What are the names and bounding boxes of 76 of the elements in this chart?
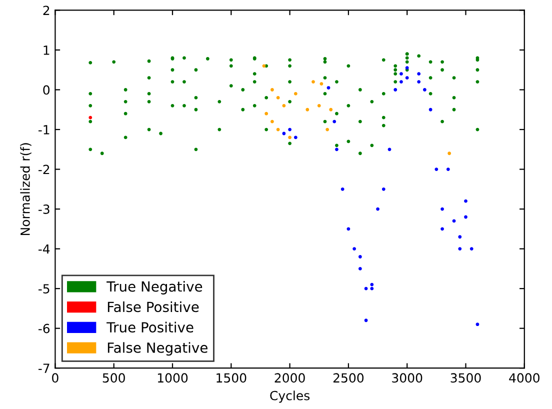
y-tick-label: 0	[43, 85, 50, 95]
point	[388, 148, 392, 152]
y-tick-label: -7	[38, 364, 50, 373]
point	[370, 286, 374, 290]
point	[448, 152, 452, 156]
point	[317, 104, 321, 108]
x-tick-label: 1500	[216, 373, 246, 383]
point	[470, 247, 474, 251]
x-tick-label: 3500	[450, 373, 481, 383]
point	[417, 80, 421, 84]
point	[332, 120, 336, 124]
point	[288, 128, 292, 132]
x-tick-label: 4000	[509, 373, 540, 383]
x-tick-label: 3000	[392, 373, 422, 383]
point	[400, 72, 403, 76]
point	[370, 282, 374, 286]
point	[326, 86, 330, 90]
point	[352, 247, 356, 251]
legend-label: False Positive	[108, 301, 199, 312]
y-axis-title: Normalized r(f)	[20, 143, 32, 236]
point	[440, 227, 444, 231]
point	[358, 255, 362, 258]
point	[458, 235, 462, 239]
point	[329, 108, 333, 112]
point	[270, 120, 274, 124]
x-tick-label: 1000	[158, 373, 188, 383]
point	[306, 108, 310, 112]
point	[340, 187, 344, 191]
point	[476, 322, 480, 326]
point	[270, 88, 274, 92]
point	[434, 168, 438, 171]
y-tick-label: -6	[38, 324, 50, 334]
point	[446, 168, 450, 171]
point	[358, 266, 362, 270]
y-tick-label: -3	[38, 204, 50, 214]
x-axis-title: Cycles	[270, 390, 310, 403]
point	[276, 96, 280, 100]
point	[428, 108, 432, 112]
point	[312, 80, 315, 84]
point	[88, 116, 92, 120]
point	[405, 76, 409, 80]
point	[400, 80, 403, 84]
point	[422, 88, 426, 92]
point	[376, 207, 380, 211]
y-tick-label: -2	[38, 164, 50, 174]
x-tick-label: 2000	[274, 373, 305, 383]
x-tick-label: 500	[102, 373, 125, 383]
point	[458, 247, 462, 251]
point	[326, 128, 330, 132]
point	[464, 199, 468, 203]
y-tick-label: 2	[43, 6, 50, 15]
point	[346, 227, 350, 231]
point	[288, 136, 292, 140]
point	[262, 64, 266, 68]
y-tick-label: -4	[38, 244, 50, 254]
point	[364, 318, 368, 322]
point	[320, 82, 324, 86]
point	[294, 136, 298, 140]
point	[382, 187, 386, 191]
y-tick-label: -1	[38, 125, 50, 134]
x-tick-label: 2500	[333, 373, 364, 383]
y-tick-label: -5	[38, 284, 50, 294]
point	[440, 207, 444, 211]
y-tick-label: 1	[44, 46, 50, 55]
point	[335, 148, 338, 152]
point	[394, 88, 398, 92]
legend-label: True Negative	[106, 281, 202, 294]
point	[282, 104, 286, 108]
point	[364, 286, 368, 290]
point	[264, 112, 268, 116]
legend-label: False Negative	[108, 342, 208, 356]
x-tick-label: 0	[52, 373, 58, 383]
point	[464, 215, 468, 219]
point	[294, 92, 298, 96]
point	[417, 72, 421, 76]
legend-label: True Positive	[106, 322, 194, 333]
